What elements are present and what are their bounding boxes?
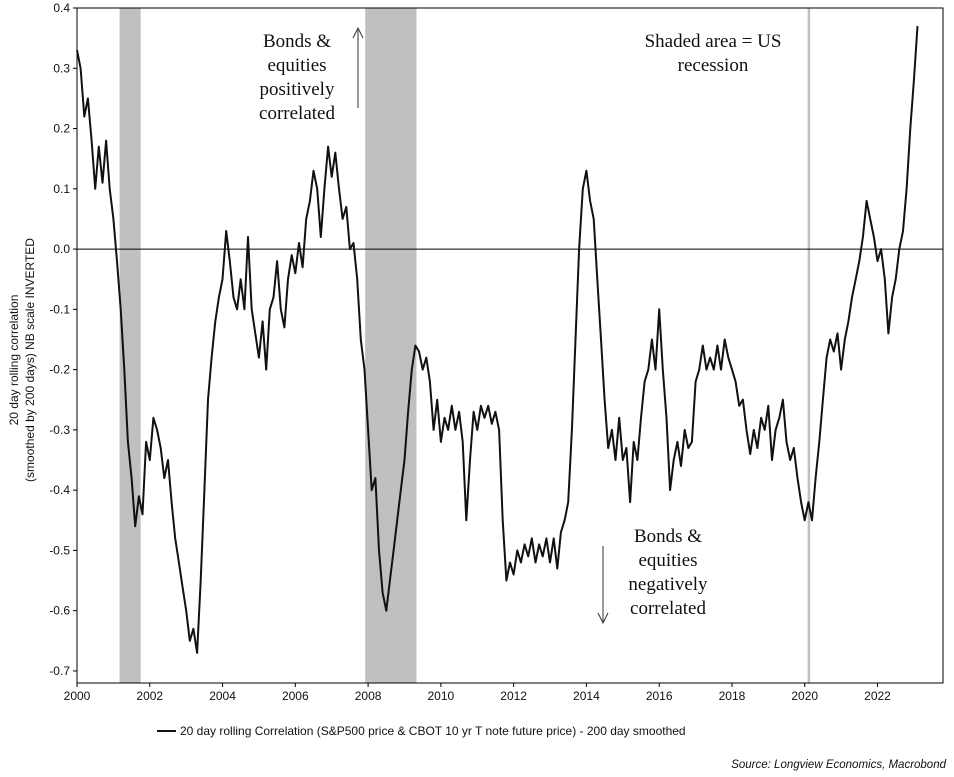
- x-tick-label: 2004: [209, 689, 236, 703]
- y-tick-label: -0.6: [49, 604, 70, 618]
- x-tick-label: 2022: [864, 689, 891, 703]
- y-tick-label: -0.4: [49, 483, 70, 497]
- x-tick-label: 2018: [719, 689, 746, 703]
- y-axis-label-line-2: (smoothed by 200 days) NB scale INVERTED: [23, 238, 37, 482]
- x-tick-label: 2002: [136, 689, 163, 703]
- legend: 20 day rolling Correlation (S&P500 price…: [157, 724, 686, 738]
- y-tick-label: -0.2: [49, 363, 70, 377]
- annotation-recession-line-2: recession: [678, 55, 749, 76]
- y-tick-label: 0.1: [53, 182, 70, 196]
- annotation-recession-note: Shaded area = US recession: [645, 31, 782, 76]
- recession-band-2: [365, 8, 417, 683]
- source-note: Source: Longview Economics, Macrobond: [731, 759, 946, 771]
- annotation-negative-line-2: equities: [638, 550, 697, 571]
- y-tick-label: 0.2: [53, 122, 70, 136]
- y-tick-label: -0.3: [49, 423, 70, 437]
- y-tick-label: 0.4: [53, 1, 70, 15]
- arrow-down-icon: [597, 546, 609, 625]
- annotation-negative-line-1: Bonds &: [634, 526, 702, 547]
- annotation-negative: Bonds & equities negatively correlated: [597, 526, 708, 625]
- plot-frame: [76, 7, 944, 684]
- legend-label: 20 day rolling Correlation (S&P500 price…: [180, 724, 686, 738]
- annotation-positive-line-4: correlated: [259, 103, 335, 124]
- x-tick-label: 2016: [646, 689, 673, 703]
- y-tick-label: -0.7: [49, 664, 70, 678]
- x-axis: 2000 2002 2004 2006 2008 2010 2012 2014 2016 2018…: [64, 683, 891, 703]
- recession-band-1: [119, 8, 141, 683]
- y-tick-label: 0.3: [53, 61, 70, 75]
- x-tick-label: 2012: [500, 689, 527, 703]
- annotation-positive-line-3: positively: [260, 79, 335, 100]
- annotation-positive-line-2: equities: [267, 55, 326, 76]
- annotation-recession-line-1: Shaded area = US: [645, 31, 782, 52]
- y-tick-label: -0.5: [49, 543, 70, 557]
- x-tick-label: 2000: [64, 689, 91, 703]
- x-tick-label: 2014: [573, 689, 600, 703]
- y-tick-label: -0.1: [49, 302, 70, 316]
- arrow-up-icon: [352, 26, 364, 108]
- y-tick-label: 0.0: [53, 242, 70, 256]
- annotation-positive: Bonds & equities positively correlated: [259, 26, 364, 124]
- y-axis: 0.4 0.3 0.2 0.1 0.0 -0.1 -0.2 -0.3 -0.4 -0.5 -0.6 -…: [49, 1, 77, 678]
- recession-shading-layer: [119, 8, 811, 683]
- x-tick-label: 2006: [282, 689, 309, 703]
- x-tick-label: 2008: [355, 689, 382, 703]
- annotation-negative-line-4: correlated: [630, 598, 706, 619]
- x-tick-label: 2010: [428, 689, 455, 703]
- annotation-positive-line-1: Bonds &: [263, 31, 331, 52]
- y-axis-label-line-1: 20 day rolling correlation: [7, 295, 21, 426]
- x-tick-label: 2020: [791, 689, 818, 703]
- recession-band-3: [807, 8, 811, 683]
- annotation-negative-line-3: negatively: [628, 574, 708, 595]
- series-line: [76, 26, 919, 654]
